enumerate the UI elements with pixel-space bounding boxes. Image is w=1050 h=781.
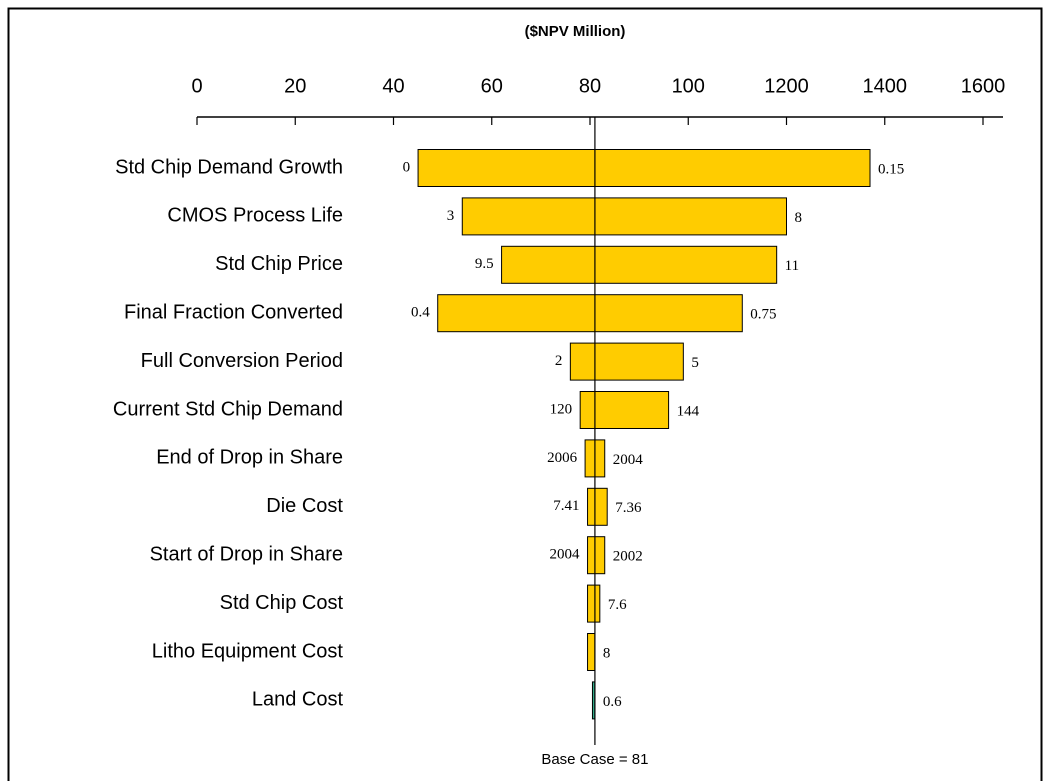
bar xyxy=(501,245,778,284)
bar xyxy=(587,633,596,671)
high-label: 0.75 xyxy=(750,307,776,323)
bar xyxy=(461,197,787,236)
bar xyxy=(579,391,670,429)
category-label: Start of Drop in Share xyxy=(150,543,343,565)
low-label: 120 xyxy=(550,401,573,417)
x-tick-label: 1200 xyxy=(764,75,809,97)
low-label: 0 xyxy=(403,159,411,175)
high-label: 2002 xyxy=(613,549,643,565)
high-label: 7.6 xyxy=(608,597,627,613)
category-label: Litho Equipment Cost xyxy=(152,640,344,662)
high-label: 7.36 xyxy=(615,500,642,516)
category-label: Full Conversion Period xyxy=(141,350,343,372)
x-tick-label: 1600 xyxy=(961,75,1006,97)
low-label: 7.41 xyxy=(553,498,579,514)
high-label: 5 xyxy=(691,355,699,371)
high-label: 144 xyxy=(677,403,700,419)
bar xyxy=(587,536,606,575)
bar xyxy=(437,294,743,333)
bar xyxy=(417,149,871,187)
category-label: Std Chip Demand Growth xyxy=(115,156,343,178)
x-tick-label: 40 xyxy=(382,75,404,97)
low-label: 9.5 xyxy=(475,256,494,272)
low-label: 2006 xyxy=(547,450,578,466)
low-label: 0.4 xyxy=(411,305,430,321)
high-label: 8 xyxy=(603,645,611,661)
chart-border xyxy=(7,7,1043,781)
low-label: 2004 xyxy=(550,547,581,563)
x-tick-label: 20 xyxy=(284,75,306,97)
category-label: Current Std Chip Demand xyxy=(113,398,343,420)
category-label: Die Cost xyxy=(266,495,343,517)
category-label: Land Cost xyxy=(252,689,344,711)
x-tick-label: 60 xyxy=(481,75,503,97)
bar xyxy=(569,342,684,381)
high-label: 2004 xyxy=(613,452,644,468)
category-label: End of Drop in Share xyxy=(156,447,343,469)
high-label: 0.6 xyxy=(603,694,622,710)
x-tick-label: 100 xyxy=(672,75,705,97)
low-label: 2 xyxy=(555,353,563,369)
bar xyxy=(587,584,601,623)
x-tick-label: 80 xyxy=(579,75,601,97)
high-label: 11 xyxy=(785,258,799,274)
chart-title: ($NPV Million) xyxy=(525,23,626,40)
category-label: Final Fraction Converted xyxy=(124,301,343,323)
x-tick-label: 1400 xyxy=(863,75,908,97)
bar xyxy=(587,487,608,526)
base-label: Base Case = 81 xyxy=(541,751,648,768)
category-label: Std Chip Cost xyxy=(220,592,344,614)
high-label: 0.15 xyxy=(878,161,904,177)
category-label: Std Chip Price xyxy=(215,253,343,275)
category-label: CMOS Process Life xyxy=(167,205,343,227)
x-tick-label: 0 xyxy=(191,75,202,97)
low-label: 3 xyxy=(447,208,455,224)
high-label: 8 xyxy=(795,210,803,226)
